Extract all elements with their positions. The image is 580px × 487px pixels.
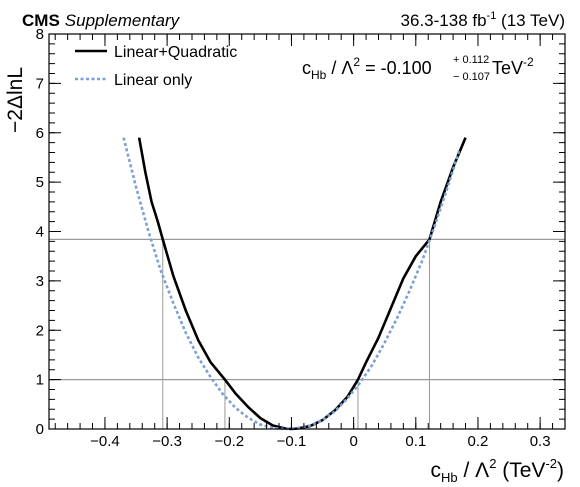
x-tick-label: −0.4 <box>90 433 120 450</box>
fit-result-error-down: − 0.107 <box>453 71 490 83</box>
plot-frame <box>48 33 566 430</box>
y-tick-label: 0 <box>36 421 44 438</box>
x-tick-label: 0.1 <box>405 433 426 450</box>
legend-label-linear-quadratic: Linear+Quadratic <box>114 44 237 61</box>
x-tick-label: −0.3 <box>152 433 182 450</box>
y-tick-label: 8 <box>36 26 44 43</box>
y-tick-label: 3 <box>36 273 44 290</box>
legend: Linear+Quadratic Linear only <box>75 44 237 89</box>
series-layer <box>122 137 467 431</box>
y-tick-label: 4 <box>36 224 44 241</box>
y-axis-title: −2ΔlnL <box>4 67 27 133</box>
fit-result-unit: TeV-2 <box>492 55 534 78</box>
x-tick-label: 0.2 <box>468 433 489 450</box>
x-tick-label: −0.2 <box>214 433 244 450</box>
fit-result-annotation: cHb / Λ2 = -0.100 <box>302 55 432 82</box>
y-tick-label: 2 <box>36 322 44 339</box>
x-axis-title: cHb / Λ2 (TeV-2) <box>431 456 564 485</box>
x-tick-labels: −0.4 −0.3 −0.2 −0.1 0 0.1 0.2 0.3 <box>90 433 550 450</box>
series-line-0 <box>137 137 467 431</box>
y-tick-label: 6 <box>36 125 44 142</box>
x-tick-label: 0.3 <box>530 433 551 450</box>
legend-label-linear-only: Linear only <box>114 72 192 89</box>
fit-result-error-up: + 0.112 <box>453 54 489 66</box>
x-tick-label: −0.1 <box>277 433 307 450</box>
y-tick-label: 7 <box>36 75 44 92</box>
y-tick-label: 1 <box>36 372 44 389</box>
x-tick-label: 0 <box>349 433 357 450</box>
y-tick-label: 5 <box>36 174 44 191</box>
y-tick-labels: 0 1 2 3 4 5 6 7 8 <box>36 26 44 438</box>
reference-lines <box>49 238 565 429</box>
luminosity-label: 36.3-138 fb-1 (13 TeV) <box>401 10 565 30</box>
series-line-1 <box>122 137 461 431</box>
axis-ticks <box>49 33 566 430</box>
experiment-label: CMS Supplementary <box>22 11 181 30</box>
